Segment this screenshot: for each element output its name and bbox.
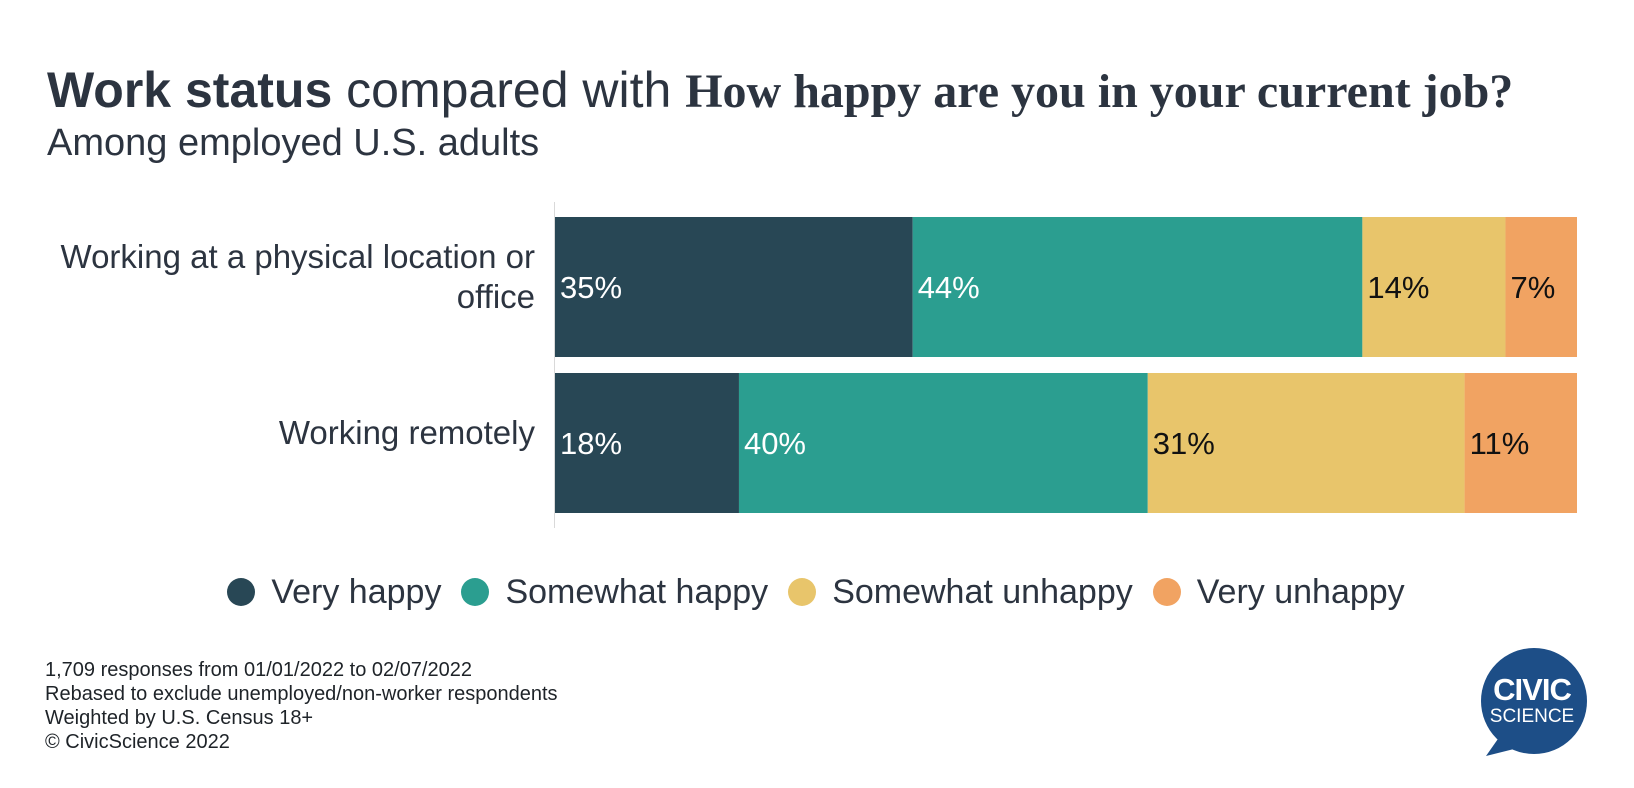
footnote-rebased: Rebased to exclude unemployed/non-worker… [45, 683, 558, 705]
data-label: 18% [560, 426, 622, 461]
chart-title: Work status compared with How happy are … [47, 60, 1513, 122]
bar-segment [1362, 217, 1506, 357]
footnote-copyright: © CivicScience 2022 [45, 731, 230, 753]
legend-dot-icon [227, 578, 256, 606]
legend-item: Somewhat unhappy [788, 570, 1135, 614]
civicscience-logo: CIVIC SCIENCE [1478, 648, 1598, 764]
data-label: 35% [560, 270, 622, 305]
legend-dot-icon [461, 578, 490, 606]
category-label: Working remotely [279, 414, 536, 451]
legend-item: Very unhappy [1152, 570, 1407, 614]
footnote-weighted: Weighted by U.S. Census 18+ [45, 707, 314, 729]
bar-segment [1464, 373, 1577, 513]
data-label: 40% [744, 426, 806, 461]
logo-word-civic: CIVIC [1493, 672, 1572, 707]
category-label: Working at a physical location or office [61, 238, 535, 315]
data-label: 11% [1470, 426, 1530, 461]
footnotes: 1,709 responses from 01/01/2022 to 02/07… [45, 658, 558, 754]
bar-segment [555, 217, 913, 357]
stacked-bar-chart: 35% 44% 14% 7% 18% 40% 31% 11% Working at a phy… [61, 202, 1577, 528]
bar-segment [738, 373, 1148, 513]
legend-label: Very happy [271, 573, 442, 611]
title-bold: Work status [47, 62, 333, 118]
data-label: 44% [918, 270, 980, 305]
bar-segment [555, 373, 739, 513]
category-labels: Working at a physical location or office W… [61, 238, 536, 451]
logo-bubble-icon [1481, 648, 1587, 756]
legend-item: Somewhat happy [461, 570, 770, 614]
bars-layer: 35% 44% 14% 7% 18% 40% 31% 11% [555, 217, 1577, 513]
logo-word-science: SCIENCE [1489, 706, 1575, 727]
bar-segment [912, 217, 1363, 357]
legend-dot-icon [1152, 578, 1181, 606]
bar-segment [1505, 217, 1577, 357]
chart-subtitle: Among employed U.S. adults [47, 122, 540, 164]
footnote-responses: 1,709 responses from 01/01/2022 to 02/07… [45, 659, 472, 681]
data-label: 14% [1367, 270, 1429, 305]
legend-label: Somewhat unhappy [832, 573, 1133, 611]
legend-item: Very happy [227, 570, 443, 614]
data-label: 31% [1153, 426, 1215, 461]
data-label: 7% [1510, 270, 1555, 305]
legend-dot-icon [788, 578, 817, 606]
legend: Very happy Somewhat happy Somewhat unhappy… [0, 570, 1634, 614]
title-middle: compared with [332, 62, 686, 118]
title-question: How happy are you in your current job? [685, 65, 1514, 118]
legend-label: Very unhappy [1196, 573, 1405, 611]
legend-label: Somewhat happy [505, 573, 769, 611]
bar-segment [1147, 373, 1465, 513]
